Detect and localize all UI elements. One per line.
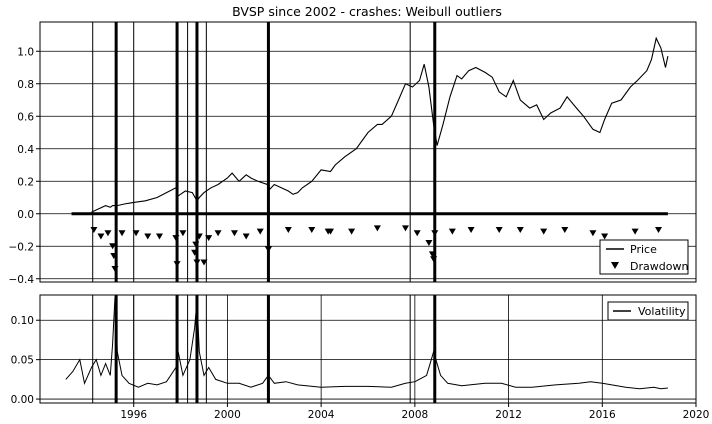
x-tick-label: 1996 — [120, 409, 147, 421]
top-y-tick-label: −0.4 — [9, 274, 35, 286]
top-axes-frame — [39, 21, 697, 283]
x-tick-label: 2016 — [589, 409, 616, 421]
drawdown-marker — [111, 266, 119, 272]
drawdown-marker — [401, 225, 409, 232]
drawdown-marker — [264, 246, 272, 253]
drawdown-marker — [516, 227, 524, 233]
top-y-ticks: −0.4 −0.2 0.0 0.2 0.4 0.6 0.8 1.0 — [9, 46, 40, 286]
volatility-legend: Volatility — [607, 301, 689, 321]
x-tick-label: 2020 — [683, 409, 710, 421]
drawdown-marker — [327, 228, 335, 235]
legend-volatility-label: Volatility — [638, 305, 686, 318]
drawdown-marker — [173, 261, 181, 268]
x-ticks: 1996 2000 2004 2008 2012 2016 2020 — [120, 403, 709, 421]
top-y-tick-label: −0.2 — [9, 241, 35, 253]
drawdown-marker — [214, 230, 222, 237]
drawdown-marker — [155, 233, 163, 240]
drawdown-marker — [413, 230, 421, 237]
chart-title: BVSP since 2002 - crashes: Weibull outli… — [232, 4, 502, 19]
drawdown-marker — [428, 251, 436, 258]
drawdown-marker — [431, 230, 439, 237]
drawdown-marker — [467, 227, 475, 233]
drawdown-marker — [561, 227, 569, 233]
drawdown-marker — [179, 230, 187, 237]
x-tick-label: 2004 — [308, 409, 335, 421]
drawdown-marker — [540, 228, 548, 235]
drawdown-marker — [601, 233, 609, 240]
drawdown-marker — [448, 228, 456, 235]
drawdown-marker — [205, 235, 213, 242]
top-y-tick-label: 0.6 — [17, 111, 34, 123]
volatility-panel: 0.00 0.05 0.10 1996 2000 2004 2008 2012 2016 202… — [11, 294, 709, 421]
drawdown-marker — [242, 233, 250, 240]
drawdown-marker — [200, 259, 208, 266]
top-y-tick-label: 0.2 — [17, 176, 34, 188]
top-y-tick-label: 1.0 — [17, 46, 34, 58]
drawdown-marker — [655, 227, 663, 233]
drawdown-marker — [172, 235, 180, 242]
drawdown-marker — [144, 233, 152, 240]
drawdown-marker — [191, 249, 199, 256]
drawdown-marker — [193, 259, 201, 266]
drawdown-marker — [256, 228, 264, 235]
drawdown-marker — [230, 230, 238, 237]
top-gridlines — [40, 50, 696, 280]
drawdown-marker — [90, 227, 98, 233]
legend-drawdown-label: Drawdown — [630, 260, 688, 273]
drawdown-marker — [195, 233, 203, 240]
drawdown-marker — [132, 230, 140, 237]
drawdown-marker — [631, 228, 639, 235]
volatility-line — [65, 296, 668, 390]
drawdown-marker — [109, 243, 117, 250]
drawdown-series — [90, 225, 663, 272]
drawdown-marker — [430, 256, 438, 263]
top-y-tick-label: 0.4 — [17, 144, 34, 156]
drawdown-marker — [495, 227, 503, 233]
legend-box — [607, 301, 689, 321]
legend-price-label: Price — [630, 243, 657, 256]
drawdown-marker — [104, 230, 112, 237]
drawdown-marker — [97, 233, 105, 240]
bottom-axes-frame — [39, 294, 697, 404]
top-crash-lines — [92, 22, 437, 282]
bottom-y-tick-label: 0.05 — [11, 355, 34, 367]
drawdown-marker — [373, 225, 381, 232]
bottom-y-tick-label: 0.10 — [11, 315, 34, 327]
drawdown-marker — [192, 241, 200, 248]
drawdown-marker — [284, 227, 292, 233]
drawdown-marker — [348, 228, 356, 235]
x-tick-label: 2012 — [495, 409, 522, 421]
price-legend: Price Drawdown — [599, 239, 689, 275]
legend-drawdown-marker — [611, 262, 619, 269]
bottom-y-ticks: 0.00 0.05 0.10 — [11, 315, 40, 406]
x-tick-label: 2008 — [401, 409, 428, 421]
drawdown-marker — [308, 227, 316, 233]
top-y-tick-label: 0.0 — [17, 209, 34, 221]
drawdown-marker — [425, 240, 433, 246]
bottom-y-tick-label: 0.00 — [11, 394, 34, 406]
drawdown-marker — [589, 230, 597, 237]
drawdown-marker — [118, 230, 126, 237]
price-line — [91, 36, 669, 213]
drawdown-marker — [110, 253, 118, 259]
x-tick-label: 2000 — [214, 409, 241, 421]
top-y-tick-label: 0.8 — [17, 79, 34, 91]
price-drawdown-panel: BVSP since 2002 - crashes: Weibull outli… — [9, 4, 697, 286]
